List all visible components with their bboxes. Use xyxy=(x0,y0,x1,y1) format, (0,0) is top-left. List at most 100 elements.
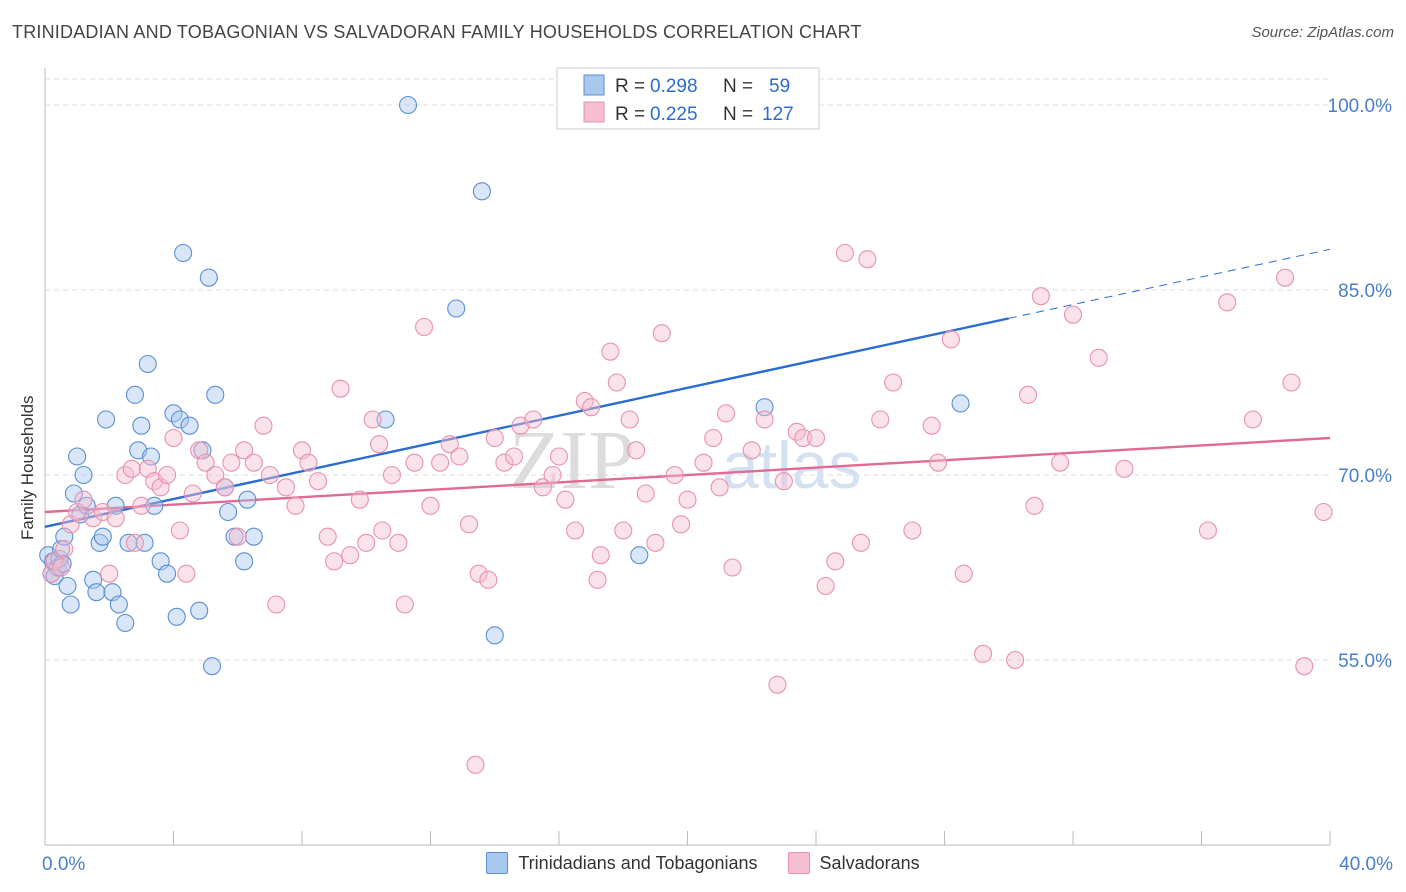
point-salvadoran xyxy=(588,570,607,589)
point-salvadoran xyxy=(331,379,350,398)
point-salvadoran xyxy=(244,453,263,472)
point-salvadoran xyxy=(421,496,440,515)
point-salvadoran xyxy=(350,490,369,509)
point-salvadoran xyxy=(235,441,254,460)
point-salvadoran xyxy=(363,410,382,429)
y-tick-label: 100.0% xyxy=(1328,96,1393,117)
point-salvadoran xyxy=(591,546,610,565)
point-trinidadian xyxy=(74,465,93,485)
point-trinidadian xyxy=(116,613,135,633)
point-trinidadian xyxy=(244,527,263,546)
point-salvadoran xyxy=(922,416,941,435)
point-salvadoran xyxy=(672,515,691,534)
stats-r-value-0: 0.298 xyxy=(650,76,698,97)
point-salvadoran xyxy=(652,324,671,343)
point-salvadoran xyxy=(485,428,504,448)
point-salvadoran xyxy=(903,521,922,540)
point-trinidadian xyxy=(472,182,491,201)
point-salvadoran xyxy=(929,453,948,472)
point-salvadoran xyxy=(395,595,414,614)
y-tick-label: 85.0% xyxy=(1338,281,1392,302)
point-salvadoran xyxy=(556,490,575,509)
point-trinidadian xyxy=(93,527,112,546)
point-trinidadian xyxy=(61,595,80,614)
point-salvadoran xyxy=(389,533,408,552)
point-trinidadian xyxy=(238,490,257,509)
point-salvadoran xyxy=(723,558,742,577)
point-salvadoran xyxy=(533,478,552,497)
point-salvadoran xyxy=(1198,521,1217,540)
legend-swatch-pink xyxy=(787,852,810,874)
point-salvadoran xyxy=(755,410,774,429)
point-trinidadian xyxy=(68,447,87,466)
point-trinidadian xyxy=(206,385,225,404)
y-tick-labels: 55.0% 70.0% 85.0% 100.0% xyxy=(1328,96,1393,672)
point-salvadoran xyxy=(325,552,344,571)
trend-lines xyxy=(44,248,1331,528)
point-salvadoran xyxy=(851,533,871,552)
point-salvadoran xyxy=(710,478,729,497)
point-salvadoran xyxy=(504,447,524,466)
point-salvadoran xyxy=(973,644,993,663)
point-salvadoran xyxy=(1275,268,1295,287)
point-salvadoran xyxy=(716,404,736,423)
point-salvadoran xyxy=(170,521,189,540)
point-salvadoran xyxy=(357,533,376,552)
stats-r-label-0: R = xyxy=(615,76,645,97)
stats-n-value-0: 59 xyxy=(769,76,790,97)
point-salvadoran xyxy=(1006,650,1025,670)
point-salvadoran xyxy=(459,515,479,534)
point-salvadoran xyxy=(122,459,141,478)
point-salvadoran xyxy=(1018,385,1038,404)
point-trinidadian xyxy=(447,299,466,318)
point-trinidadian xyxy=(125,385,144,404)
legend-item-salvadoran: Salvadorans xyxy=(787,852,920,874)
point-salvadoran xyxy=(627,441,646,460)
watermark-zip: ZIP xyxy=(509,414,635,507)
point-salvadoran xyxy=(196,453,215,472)
point-trinidadian xyxy=(167,607,186,626)
point-salvadoran xyxy=(636,484,655,503)
point-salvadoran xyxy=(1295,657,1314,676)
x-tick-labels: 0.0% 40.0% xyxy=(42,854,1393,875)
point-salvadoran xyxy=(1051,453,1070,472)
point-salvadoran xyxy=(206,465,225,485)
point-salvadoran xyxy=(106,509,125,528)
point-trinidadian xyxy=(87,583,106,602)
point-salvadoran xyxy=(450,447,469,466)
point-trinidadian xyxy=(199,268,218,287)
point-trinidadian xyxy=(138,354,157,374)
point-salvadoran xyxy=(1089,348,1108,367)
point-salvadoran xyxy=(405,453,424,472)
point-salvadoran xyxy=(871,410,890,429)
point-salvadoran xyxy=(694,453,713,472)
point-trinidadian xyxy=(180,416,199,435)
stats-r-value-1: 0.225 xyxy=(650,104,698,125)
point-salvadoran xyxy=(469,564,488,583)
x-tick-label-min: 0.0% xyxy=(42,854,85,875)
point-salvadoran xyxy=(665,465,684,485)
point-salvadoran xyxy=(826,552,845,571)
point-salvadoran xyxy=(100,564,119,583)
point-salvadoran xyxy=(52,558,71,577)
data-points xyxy=(39,95,1333,774)
point-trinidadian xyxy=(145,496,164,515)
point-salvadoran xyxy=(1031,287,1050,306)
point-salvadoran xyxy=(431,453,450,472)
point-trinidadian xyxy=(158,564,177,583)
point-salvadoran xyxy=(479,570,498,589)
point-salvadoran xyxy=(816,576,835,596)
point-salvadoran xyxy=(1063,305,1083,324)
point-trinidadian xyxy=(119,533,138,552)
point-salvadoran xyxy=(260,465,279,485)
point-salvadoran xyxy=(286,496,305,515)
point-salvadoran xyxy=(794,428,813,448)
point-salvadoran xyxy=(84,509,103,528)
point-salvadoran xyxy=(276,478,295,497)
point-salvadoran xyxy=(74,490,93,509)
point-salvadoran xyxy=(309,472,328,491)
chart-title: TRINIDADIAN AND TOBAGONIAN VS SALVADORAN… xyxy=(12,22,862,42)
stats-swatch-pink xyxy=(583,101,605,123)
point-salvadoran xyxy=(941,330,960,349)
